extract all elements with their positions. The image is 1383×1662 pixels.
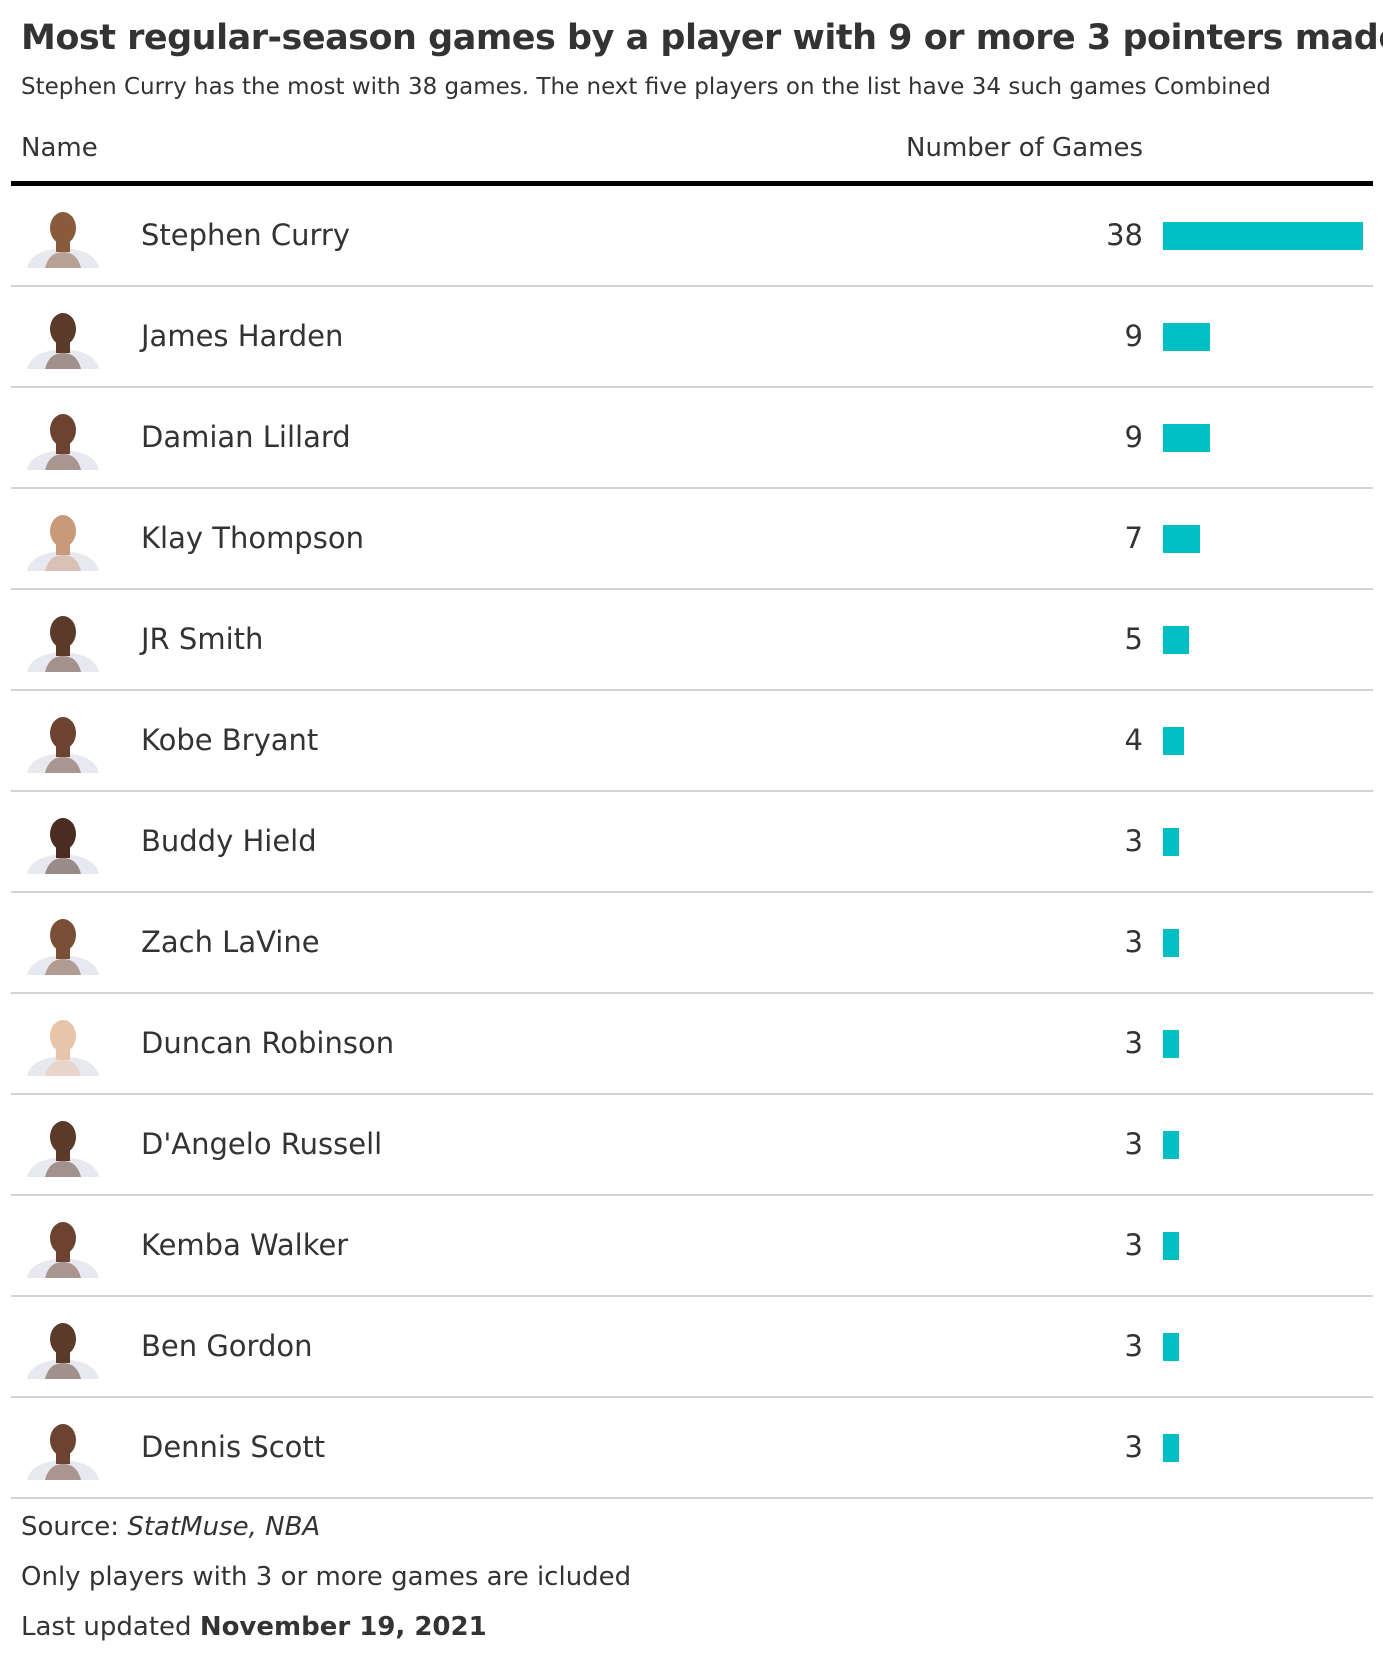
player-name: Damian Lillard: [141, 420, 351, 454]
table-row: Damian Lillard 9: [11, 388, 1373, 489]
table-row: JR Smith 5: [11, 590, 1373, 691]
bar: [1163, 1232, 1179, 1260]
updated-label: Last updated: [21, 1612, 192, 1642]
table-row: James Harden 9: [11, 287, 1373, 388]
player-photo: [27, 212, 99, 268]
source: StatMuse, NBA: [127, 1512, 321, 1542]
bar: [1163, 1333, 1179, 1361]
player-name: Ben Gordon: [141, 1329, 313, 1363]
bar: [1163, 727, 1185, 755]
games-value: 3: [1124, 1026, 1143, 1060]
games-value: 7: [1124, 521, 1143, 555]
bar: [1163, 525, 1200, 553]
table-row: D'Angelo Russell 3: [11, 1095, 1373, 1196]
bar: [1163, 929, 1179, 957]
player-photo: [27, 313, 99, 369]
player-photo: [27, 919, 99, 975]
player-name: JR Smith: [141, 622, 264, 656]
player-photo: [27, 1020, 99, 1076]
updated-date: November 19, 2021: [199, 1612, 487, 1642]
player-photo: [27, 818, 99, 874]
player-name: Klay Thompson: [141, 521, 364, 555]
player-name: Kemba Walker: [141, 1228, 349, 1262]
player-name: Kobe Bryant: [141, 723, 319, 757]
subtitle: Stephen Curry has the most with 38 games…: [21, 74, 1271, 100]
title: Most regular-season games by a player wi…: [21, 18, 1383, 58]
header-rule: [11, 181, 1373, 186]
games-value: 3: [1124, 925, 1143, 959]
bar: [1163, 424, 1211, 452]
games-value: 3: [1124, 824, 1143, 858]
player-photo: [27, 414, 99, 470]
updated-line: Last updated November 19, 2021: [21, 1612, 487, 1642]
games-value: 3: [1124, 1430, 1143, 1464]
games-value: 38: [1106, 218, 1143, 252]
player-photo: [27, 1222, 99, 1278]
games-value: 9: [1124, 420, 1143, 454]
table-row: Duncan Robinson 3: [11, 994, 1373, 1095]
bar: [1163, 626, 1190, 654]
table-row: Ben Gordon 3: [11, 1297, 1373, 1398]
player-name: Zach LaVine: [141, 925, 320, 959]
player-photo: [27, 1424, 99, 1480]
table-row: Buddy Hield 3: [11, 792, 1373, 893]
player-photo: [27, 717, 99, 773]
table-row: Klay Thompson 7: [11, 489, 1373, 590]
bar: [1163, 1434, 1179, 1462]
note: Only players with 3 or more games are ic…: [21, 1562, 632, 1592]
table-row: Kobe Bryant 4: [11, 691, 1373, 792]
games-value: 3: [1124, 1329, 1143, 1363]
source-label: Source:: [21, 1512, 120, 1542]
player-name: Buddy Hield: [141, 824, 317, 858]
column-header: Number of Games: [906, 133, 1143, 163]
player-photo: [27, 1121, 99, 1177]
bar: [1163, 323, 1211, 351]
games-value: 5: [1124, 622, 1143, 656]
player-name: Dennis Scott: [141, 1430, 326, 1464]
table-row: Stephen Curry 38: [11, 186, 1373, 287]
player-photo: [27, 1323, 99, 1379]
player-name: D'Angelo Russell: [141, 1127, 383, 1161]
player-photo: [27, 515, 99, 571]
games-value: 3: [1124, 1127, 1143, 1161]
bar: [1163, 1030, 1179, 1058]
games-value: 9: [1124, 319, 1143, 353]
bar: [1163, 1131, 1179, 1159]
source-line: Source: StatMuse, NBA: [21, 1512, 320, 1542]
column-header: Name: [21, 133, 98, 163]
bar: [1163, 828, 1179, 856]
player-name: Duncan Robinson: [141, 1026, 395, 1060]
table-row: Dennis Scott 3: [11, 1398, 1373, 1499]
table-row: Kemba Walker 3: [11, 1196, 1373, 1297]
player-photo: [27, 616, 99, 672]
player-name: Stephen Curry: [141, 218, 350, 252]
player-name: James Harden: [141, 319, 344, 353]
table-row: Zach LaVine 3: [11, 893, 1373, 994]
games-value: 3: [1124, 1228, 1143, 1262]
games-value: 4: [1124, 723, 1143, 757]
bar: [1163, 222, 1363, 250]
